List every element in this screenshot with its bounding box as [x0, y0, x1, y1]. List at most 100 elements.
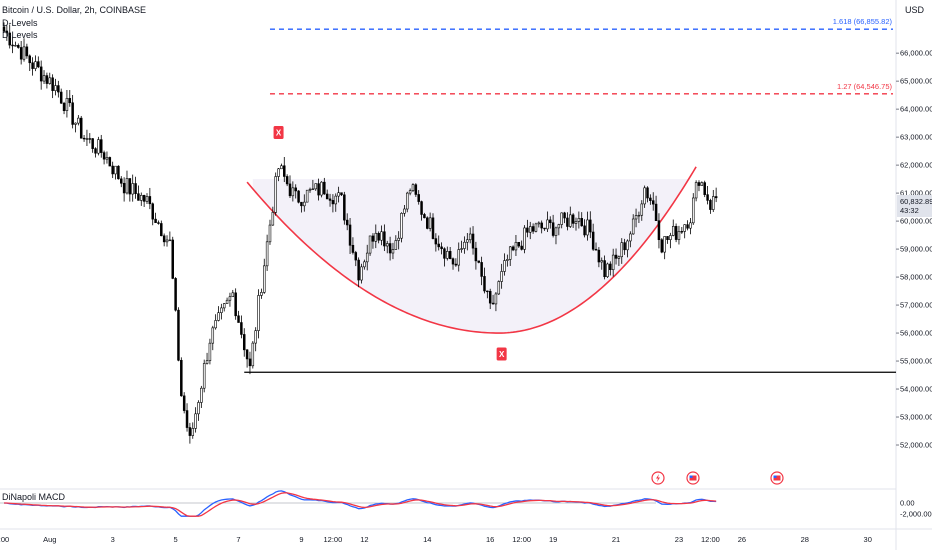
price-tick-label: 60,000.00: [900, 217, 932, 226]
candle-body: [528, 226, 532, 233]
candle-body: [517, 241, 521, 247]
candle-body: [377, 232, 380, 241]
candle-body: [549, 219, 552, 224]
candle-body: [197, 402, 200, 415]
candle-body: [457, 249, 460, 266]
candle-body: [460, 248, 463, 250]
candle-body: [692, 197, 695, 224]
candle-body: [534, 223, 538, 232]
candle-body: [477, 260, 481, 263]
cup-arc[interactable]: [246, 166, 697, 334]
candle-body: [68, 98, 72, 104]
pattern-marker-box[interactable]: [496, 347, 507, 361]
flag-canton: [773, 475, 777, 478]
time-tick-label: 12:00: [512, 535, 531, 544]
candle-body: [591, 231, 595, 250]
candle-body: [408, 190, 412, 194]
time-tick-label: 28: [801, 535, 809, 544]
candle-body: [182, 395, 186, 411]
candle-body: [97, 139, 100, 154]
candle-body: [394, 240, 398, 250]
candle-body: [171, 239, 174, 279]
candle-body: [503, 260, 506, 272]
candle-body: [514, 241, 518, 251]
candle-body: [140, 195, 143, 201]
candle-body: [606, 263, 609, 278]
candle-body: [42, 75, 46, 82]
indicator-label-d-levels-1[interactable]: D-Levels: [2, 18, 38, 28]
candle-body: [117, 165, 120, 180]
candle-body: [202, 363, 206, 389]
price-badge-box: [897, 195, 932, 217]
currency-label[interactable]: USD: [905, 5, 925, 15]
candle-body: [162, 235, 166, 243]
candle-body: [471, 233, 475, 249]
candle-body: [574, 221, 578, 224]
candle-body: [434, 238, 438, 245]
candle-body: [569, 214, 572, 227]
price-axis[interactable]: 52,000.00 53,000.00 54,000.00 55,000.00 56,0…: [896, 49, 932, 450]
candle-body: [563, 212, 566, 219]
candle-body: [483, 276, 486, 292]
candle-body: [254, 330, 257, 344]
candle-body: [323, 181, 326, 195]
candle-body: [486, 290, 489, 293]
candle-body: [603, 260, 606, 278]
candle-body: [554, 227, 558, 236]
time-axis[interactable]: :00 Aug 3 5 7 9 12:00 12 14 16 12:00 19 21 23 12:00 26 2…: [0, 535, 872, 544]
time-tick-label: 12:00: [324, 535, 343, 544]
candle-body: [225, 299, 229, 304]
candle-body: [391, 249, 395, 254]
candle-body: [646, 187, 649, 199]
candle-body: [403, 208, 406, 214]
candle-body: [640, 203, 644, 216]
candle-body: [71, 102, 74, 125]
candle-body: [188, 427, 192, 436]
candle-body: [426, 217, 429, 229]
candle-body: [237, 315, 240, 323]
candle-body: [651, 200, 655, 205]
candle-body: [331, 200, 335, 205]
pattern-marker-box[interactable]: [273, 125, 284, 139]
price-tick-label: 66,000.00: [900, 49, 932, 58]
candle-body: [523, 227, 526, 250]
candle-body: [79, 117, 83, 139]
candle-body: [666, 236, 669, 240]
candle-body: [65, 98, 69, 111]
candle-body: [59, 91, 63, 104]
price-tick-label: 56,000.00: [900, 329, 932, 338]
candle-body: [165, 239, 169, 243]
candle-body: [34, 61, 37, 69]
candle-body: [51, 77, 54, 91]
candle-body: [14, 45, 17, 47]
candle-body: [354, 252, 358, 261]
macd-signal-line: [3, 492, 717, 517]
candle-body: [11, 44, 14, 47]
time-tick-label: 5: [174, 535, 178, 544]
candle-body: [228, 296, 232, 301]
candle-body: [448, 251, 452, 259]
macd-title[interactable]: DiNapoli MACD: [2, 492, 66, 502]
indicator-label-d-levels-2[interactable]: D-Levels: [2, 30, 38, 40]
candle-body: [643, 187, 646, 205]
price-tick-label: 53,000.00: [900, 413, 932, 422]
candle-body: [520, 245, 523, 250]
candle-body: [474, 247, 478, 262]
candle-body: [511, 246, 515, 251]
candle-body: [105, 157, 109, 160]
candle-body: [526, 227, 529, 233]
candle-body: [540, 222, 543, 229]
candle-body: [285, 176, 289, 185]
candle-body: [649, 197, 652, 201]
candle-body: [111, 165, 114, 175]
candle-body: [560, 212, 563, 225]
candle-body: [2, 26, 6, 32]
candle-body: [365, 252, 369, 263]
candle-body: [19, 47, 23, 60]
candle-body: [468, 233, 472, 241]
candle-body: [294, 187, 297, 192]
candle-body: [28, 55, 31, 64]
lightning-glyph: [656, 474, 660, 482]
candle-body: [220, 307, 223, 313]
